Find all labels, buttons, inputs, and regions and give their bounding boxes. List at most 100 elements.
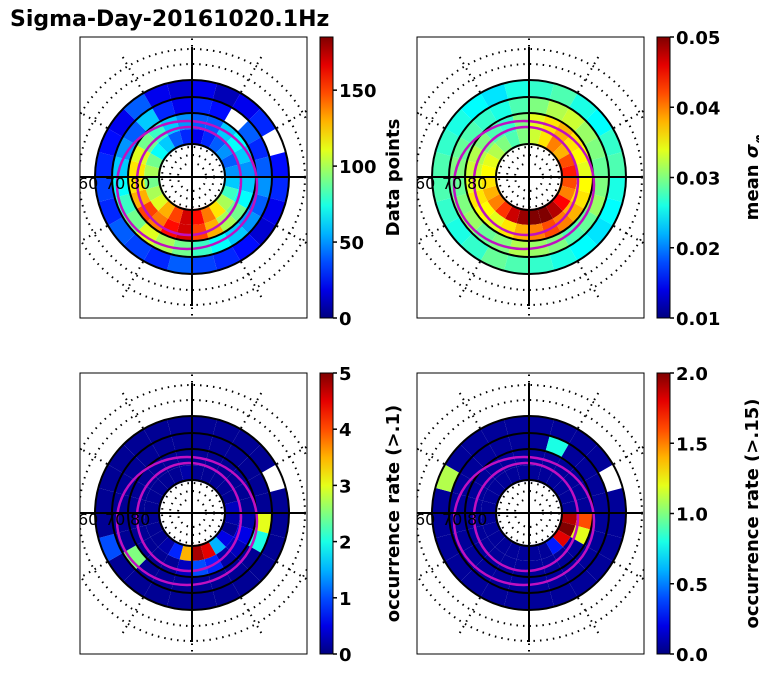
heatmap-cell: [135, 107, 160, 132]
heatmap-cell: [529, 97, 550, 116]
dotted-meridian: [121, 55, 144, 93]
heatmap-cell: [562, 201, 585, 223]
heatmap-cell: [128, 496, 146, 513]
colorbar-bar: [319, 372, 334, 655]
heatmap-cell: [575, 513, 593, 530]
heatmap-cell: [166, 590, 192, 610]
plot-area: 60 70 80: [78, 37, 307, 317]
heatmap-cell: [150, 529, 170, 547]
heatmap-cell: [585, 553, 614, 582]
heatmap-cell: [561, 558, 586, 583]
heatmap-cell: [529, 254, 555, 274]
heatmap-cell: [459, 120, 484, 145]
colorbar-tick-label: 0: [339, 309, 352, 330]
dotted-meridian: [240, 55, 263, 93]
heatmap-cell: [444, 553, 473, 582]
colorbar-tick-label: 4: [339, 420, 352, 441]
heatmap-cell: [192, 97, 213, 116]
colorbar-tick-label: 2.0: [676, 364, 708, 385]
heatmap-cell: [556, 153, 576, 169]
dotted-meridian: [121, 261, 144, 299]
heatmap-cell: [495, 535, 513, 555]
heatmap-cell: [497, 115, 517, 136]
dotted-meridian: [276, 225, 307, 245]
auroral-oval-inner: [135, 461, 243, 573]
heatmap-cell: [516, 543, 529, 561]
heatmap-cell: [459, 545, 484, 570]
heatmap-cell: [179, 129, 192, 147]
heatmap-cell: [559, 177, 577, 190]
heatmap-cell: [585, 217, 614, 246]
colorbar-label: mean σφ: [742, 134, 759, 220]
heatmap-cell: [459, 456, 484, 481]
heatmap-cell: [482, 153, 502, 169]
heatmap-cell: [145, 153, 165, 169]
heatmap-cell: [225, 201, 248, 223]
heatmap-cell: [574, 456, 599, 481]
dotted-meridian: [121, 391, 144, 429]
heatmap-cell: [503, 590, 529, 610]
heatmap-cell: [570, 145, 591, 165]
colorbar-tick-label: 0: [339, 645, 352, 666]
heatmap-cell: [481, 164, 499, 177]
heatmap-cell: [575, 177, 593, 194]
heatmap-cell: [168, 130, 184, 150]
heatmap-cell: [529, 559, 546, 578]
dotted-meridian: [276, 445, 307, 465]
heatmap-cell: [556, 521, 576, 537]
heatmap-cell: [487, 479, 507, 497]
heatmap-cell: [192, 129, 205, 147]
heatmap-cell: [160, 451, 180, 472]
latitude-label: 70: [442, 510, 462, 529]
colorbar-tick-label: 0.01: [676, 309, 720, 330]
heatmap-cell: [495, 471, 513, 491]
dotted-meridian: [613, 225, 644, 245]
heatmap-cell: [574, 545, 599, 570]
heatmap-cell: [505, 204, 521, 224]
heatmap-cell: [192, 559, 209, 577]
heatmap-cell: [95, 177, 115, 203]
heatmap-cell: [553, 210, 575, 233]
heatmap-cell: [166, 80, 192, 100]
heatmap-cell: [512, 559, 529, 578]
heatmap-cell: [123, 233, 152, 262]
heatmap-cell: [200, 540, 216, 560]
heatmap-cell: [585, 444, 614, 473]
heatmap-cell: [472, 443, 497, 468]
heatmap-cell: [158, 535, 176, 555]
heatmap-cell: [508, 97, 529, 116]
heatmap-cell: [529, 465, 542, 483]
dotted-meridian: [80, 111, 108, 129]
heatmap-cell: [516, 207, 529, 225]
heatmap-cell: [222, 513, 240, 526]
heatmap-cell: [467, 145, 488, 165]
heatmap-cell: [237, 545, 262, 570]
polar-panel-1: 60 70 80 0 50 100 150 Data points: [78, 36, 404, 330]
dotted-meridian: [240, 261, 263, 299]
heatmap-cell: [590, 156, 609, 177]
heatmap-cell: [112, 492, 131, 513]
dotted-meridian: [417, 111, 445, 129]
heatmap-cell: [130, 145, 151, 165]
heatmap-cell: [192, 543, 205, 561]
heatmap-cell: [574, 120, 599, 145]
heatmap-cell: [144, 500, 162, 513]
colorbar-tick-label: 50: [339, 233, 364, 254]
heatmap-cell: [179, 543, 192, 561]
heatmap-cell: [481, 500, 499, 513]
latitude-label: 60: [78, 174, 98, 193]
heatmap-cell: [574, 209, 599, 234]
heatmap-cell: [219, 153, 239, 169]
heatmap-cell: [460, 233, 489, 262]
heatmap-cell: [224, 558, 249, 583]
colorbar: 0 1 2 3 4 5 occurrence rate (>.1): [319, 364, 404, 666]
heatmap-cell: [158, 199, 176, 219]
plot-frame: [416, 36, 645, 319]
heatmap-cell: [192, 433, 213, 452]
latitude-label: 80: [467, 510, 487, 529]
heatmap-cell: [529, 129, 542, 147]
heatmap-cell: [237, 456, 262, 481]
heatmap-cell: [606, 513, 626, 539]
heatmap-cell: [200, 204, 216, 224]
colorbar-tick-label: 1: [339, 589, 352, 610]
